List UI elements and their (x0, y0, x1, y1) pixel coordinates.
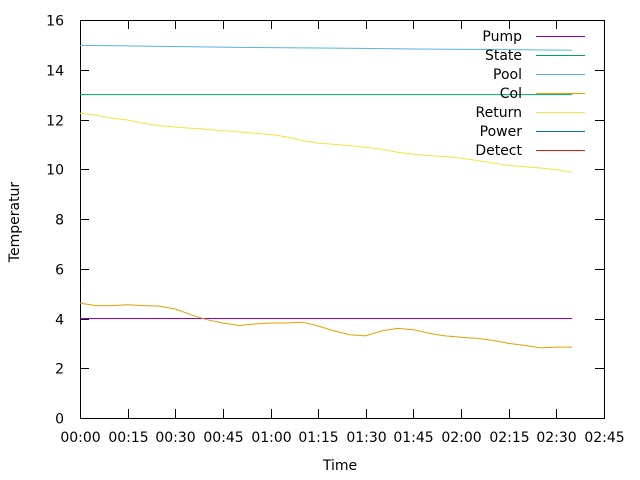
series-line-col (79, 302, 573, 349)
x-tick-label: 00:30 (155, 430, 195, 446)
y-tick-label: 2 (55, 362, 64, 378)
x-tick-label: 02:00 (441, 430, 481, 446)
legend-label: Col (500, 86, 522, 102)
series-line-return (79, 112, 573, 173)
y-axis-label: Temperatur (7, 182, 23, 264)
y-tick-label: 10 (46, 163, 64, 179)
y-tick-label: 16 (46, 14, 64, 30)
y-tick-label: 4 (55, 313, 64, 329)
y-tick-label: 8 (55, 213, 64, 229)
plot-frame (80, 20, 605, 419)
legend-label: State (485, 48, 522, 64)
x-tick-label: 02:15 (489, 430, 529, 446)
x-tick-label: 00:15 (108, 430, 148, 446)
x-tick-label: 00:00 (60, 430, 100, 446)
x-tick-label: 01:30 (346, 430, 386, 446)
y-tick-label: 14 (46, 64, 64, 80)
y-tick-label: 12 (46, 114, 64, 130)
x-tick-label: 01:00 (251, 430, 291, 446)
y-tick-label: 6 (55, 263, 64, 279)
y-axis: 0 2 4 6 8 10 12 14 16 (46, 14, 604, 428)
y-tick-label: 0 (55, 412, 64, 428)
x-axis-label: Time (322, 458, 357, 474)
legend-label: Power (480, 124, 523, 140)
legend-label: Pump (482, 29, 522, 45)
x-tick-label: 02:30 (536, 430, 576, 446)
x-axis: 00:00 00:15 00:30 00:45 01:00 01:15 01:30 01:45… (60, 20, 625, 446)
series-lines (79, 44, 573, 349)
legend-label: Return (476, 105, 522, 121)
legend-label: Pool (493, 67, 522, 83)
series-line-pool (79, 44, 573, 51)
legend-label: Detect (475, 143, 522, 159)
x-tick-label: 01:15 (298, 430, 338, 446)
x-tick-label: 00:45 (203, 430, 243, 446)
x-tick-label: 02:45 (584, 430, 624, 446)
x-tick-label: 01:45 (393, 430, 433, 446)
legend: Pump State Pool Col Return Power Detect (475, 29, 585, 159)
